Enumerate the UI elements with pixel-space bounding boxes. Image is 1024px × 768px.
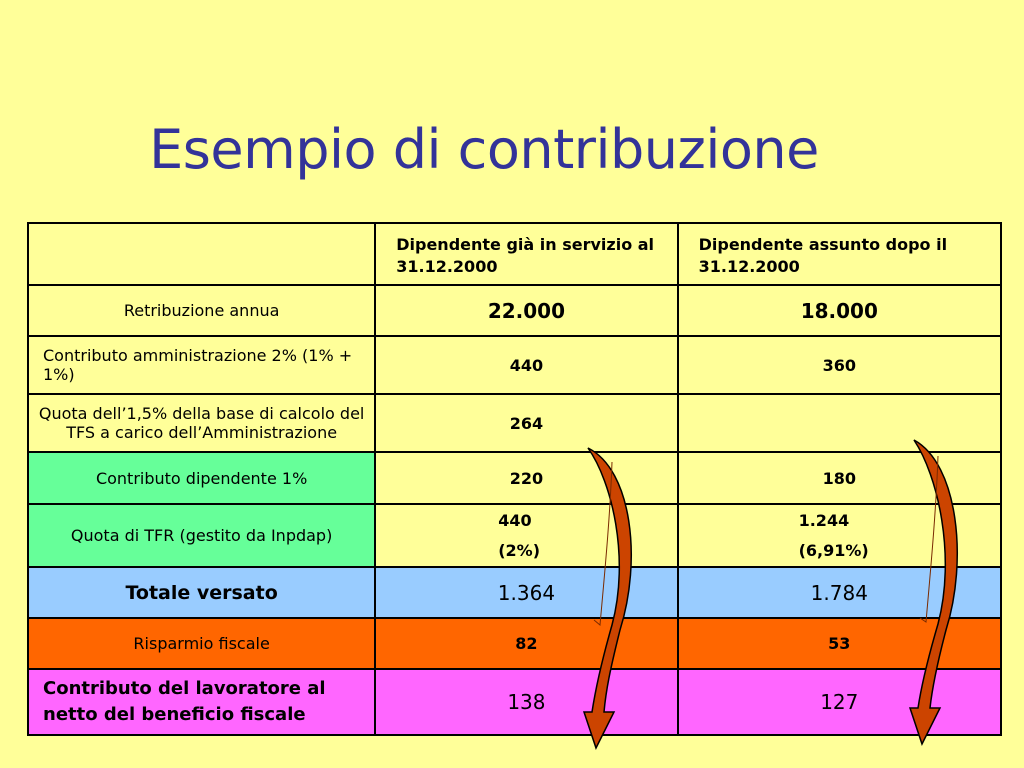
table-row: Contributo dipendente 1% 220 180 — [26, 451, 1003, 505]
row-label: Retribuzione annua — [26, 284, 377, 337]
row-label: Quota di TFR (gestito da Inpdap) — [26, 503, 377, 568]
header-col-new-employee: Dipendente assunto dopo il 31.12.2000 — [676, 222, 1003, 286]
row-value-2: 18.000 — [676, 284, 1003, 337]
row-value-1: 440 — [498, 510, 532, 530]
row-value-2: 1.784 — [676, 566, 1003, 619]
table-row-net: Contributo del lavoratore al netto del b… — [26, 668, 1003, 736]
header-empty-cell — [26, 222, 377, 286]
table-row-total: Totale versato 1.364 1.784 — [26, 566, 1003, 619]
row-value-2: 180 — [676, 451, 1003, 505]
row-label: Contributo del lavoratore al netto del b… — [26, 668, 377, 736]
row-value-1-cell: 440 (2%) — [374, 503, 679, 568]
row-value-1: 220 — [374, 451, 679, 505]
page-title: Esempio di contribuzione — [0, 118, 1024, 181]
contribution-table: Dipendente già in servizio al 31.12.2000… — [26, 222, 1003, 736]
row-value-1: 1.364 — [374, 566, 679, 619]
row-value-1: 264 — [374, 393, 679, 453]
row-value-2: 127 — [676, 668, 1003, 736]
table-header-row: Dipendente già in servizio al 31.12.2000… — [26, 222, 1003, 286]
row-label: Risparmio fiscale — [26, 617, 377, 670]
table-row: Contributo amministrazione 2% (1% + 1%) … — [26, 335, 1003, 395]
row-label: Contributo dipendente 1% — [26, 451, 377, 505]
row-value-1-percent: (2%) — [498, 540, 541, 560]
row-label: Contributo amministrazione 2% (1% + 1%) — [26, 335, 377, 395]
row-value-1: 22.000 — [374, 284, 679, 337]
row-value-2: 53 — [676, 617, 1003, 670]
page-title-text: Esempio di contribuzione — [149, 118, 819, 181]
row-value-2: 1.244 — [798, 510, 850, 530]
table-row: Quota di TFR (gestito da Inpdap) 440 (2%… — [26, 503, 1003, 568]
table-row: Retribuzione annua 22.000 18.000 — [26, 284, 1003, 337]
row-value-2 — [676, 393, 1003, 453]
row-value-1: 82 — [374, 617, 679, 670]
row-label: Totale versato — [26, 566, 377, 619]
table-row-tax-saving: Risparmio fiscale 82 53 — [26, 617, 1003, 670]
row-value-2-percent: (6,91%) — [798, 540, 869, 560]
row-value-2-cell: 1.244 (6,91%) — [676, 503, 1003, 568]
header-col-existing-employee: Dipendente già in servizio al 31.12.2000 — [374, 222, 679, 286]
row-label: Quota dell’1,5% della base di calcolo de… — [26, 393, 377, 453]
table-row: Quota dell’1,5% della base di calcolo de… — [26, 393, 1003, 453]
row-value-1: 138 — [374, 668, 679, 736]
row-value-1: 440 — [374, 335, 679, 395]
row-value-2: 360 — [676, 335, 1003, 395]
